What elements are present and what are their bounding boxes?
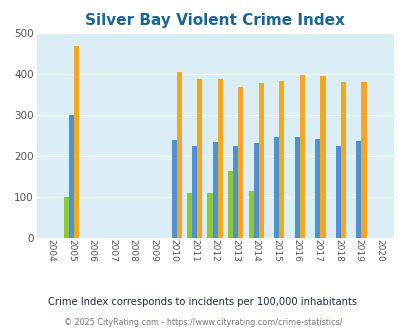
Bar	[315, 139, 320, 238]
Bar	[69, 115, 74, 238]
Bar	[340, 82, 345, 238]
Bar	[171, 140, 176, 238]
Bar	[64, 197, 69, 238]
Bar	[232, 146, 238, 238]
Bar	[360, 82, 366, 238]
Bar	[228, 171, 232, 238]
Bar	[299, 75, 304, 238]
Bar	[192, 146, 197, 238]
Bar	[197, 79, 202, 238]
Bar	[248, 191, 253, 238]
Bar	[320, 76, 325, 238]
Text: © 2025 CityRating.com - https://www.cityrating.com/crime-statistics/: © 2025 CityRating.com - https://www.city…	[64, 318, 341, 327]
Bar	[207, 193, 212, 238]
Bar	[273, 137, 279, 238]
Bar	[253, 143, 258, 238]
Bar	[217, 79, 222, 238]
Bar	[335, 146, 340, 238]
Bar	[238, 87, 243, 238]
Bar	[279, 81, 284, 238]
Bar	[74, 46, 79, 238]
Bar	[258, 83, 263, 238]
Bar	[212, 142, 217, 238]
Bar	[176, 72, 181, 238]
Bar	[356, 141, 360, 238]
Text: Crime Index corresponds to incidents per 100,000 inhabitants: Crime Index corresponds to incidents per…	[48, 297, 357, 307]
Bar	[186, 193, 192, 238]
Bar	[294, 137, 299, 238]
Title: Silver Bay Violent Crime Index: Silver Bay Violent Crime Index	[85, 13, 344, 28]
